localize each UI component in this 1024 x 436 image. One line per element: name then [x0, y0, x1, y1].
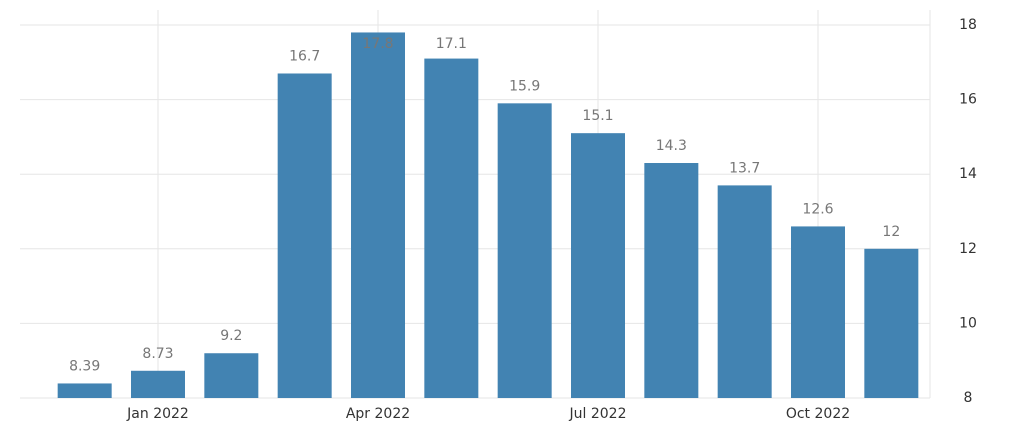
bar — [351, 32, 405, 399]
value-label: 12 — [882, 224, 900, 240]
value-label: 17.1 — [436, 36, 467, 52]
y-tick-label: 10 — [959, 315, 977, 331]
y-tick-label: 18 — [959, 17, 977, 33]
bar — [644, 163, 699, 398]
y-tick-label: 12 — [959, 241, 977, 257]
bar — [497, 103, 552, 398]
bar — [424, 58, 479, 398]
bar — [131, 370, 185, 398]
bar — [864, 248, 919, 398]
value-label: 15.1 — [582, 108, 613, 124]
x-tick-label: Apr 2022 — [346, 406, 410, 422]
value-label: 15.9 — [509, 78, 540, 94]
value-label: 8.73 — [142, 346, 173, 362]
y-tick-label: 16 — [959, 92, 977, 108]
bar — [791, 226, 845, 398]
x-tick-label: Oct 2022 — [786, 406, 850, 422]
bar — [717, 185, 772, 398]
value-label: 12.6 — [802, 201, 833, 217]
x-tick-label: Jul 2022 — [569, 406, 627, 422]
x-tick-label: Jan 2022 — [126, 406, 189, 422]
bar — [277, 73, 332, 399]
value-label: 17.8 — [362, 36, 393, 52]
value-label: 13.7 — [729, 160, 760, 176]
y-tick-label: 8 — [964, 390, 973, 406]
y-tick-label: 14 — [959, 166, 977, 182]
value-label: 14.3 — [656, 138, 687, 154]
bar — [57, 383, 112, 398]
bar — [204, 353, 259, 398]
value-label: 16.7 — [289, 48, 320, 64]
bar — [571, 133, 625, 399]
value-label: 8.39 — [69, 358, 100, 374]
value-label: 9.2 — [220, 328, 242, 344]
